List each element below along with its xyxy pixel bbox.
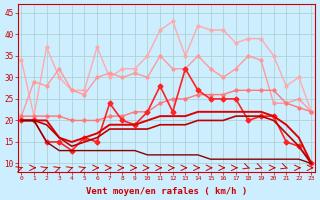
X-axis label: Vent moyen/en rafales ( km/h ): Vent moyen/en rafales ( km/h ) — [86, 187, 247, 196]
